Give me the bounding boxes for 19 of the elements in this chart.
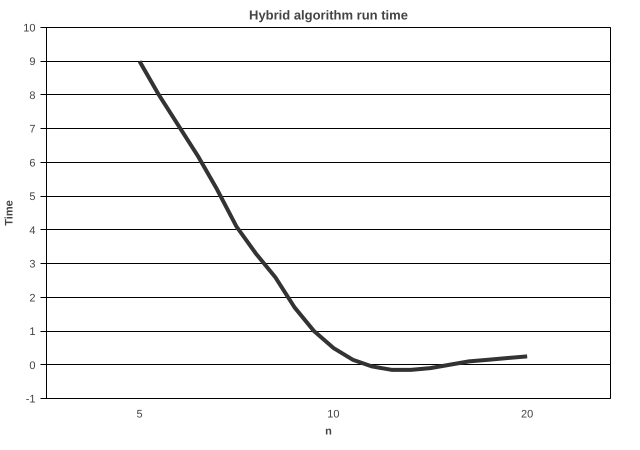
y-tick-label: 1 <box>29 326 36 338</box>
y-tick-label: 4 <box>29 224 36 237</box>
x-axis-title: n <box>325 426 332 438</box>
y-tick-label: 2 <box>29 292 36 304</box>
line-series <box>138 59 530 372</box>
x-tick-label: 5 <box>136 408 143 420</box>
y-tick-label: 7 <box>29 124 36 136</box>
y-tick-label: 0 <box>29 360 36 372</box>
y-tick-label: 9 <box>29 56 36 68</box>
y-axis-title: Time <box>3 200 16 226</box>
y-tick-label: 3 <box>29 258 36 271</box>
chart-title: Hybrid algorithm run time <box>249 8 408 22</box>
y-tick-label: 5 <box>29 191 36 204</box>
y-tick-label: -1 <box>26 394 36 406</box>
y-tick-label: 8 <box>29 90 36 102</box>
x-tick-label: 10 <box>327 408 340 420</box>
x-tick-label: 20 <box>521 408 534 420</box>
y-tick-label: 10 <box>23 22 36 34</box>
y-tick-label: 6 <box>29 157 36 170</box>
